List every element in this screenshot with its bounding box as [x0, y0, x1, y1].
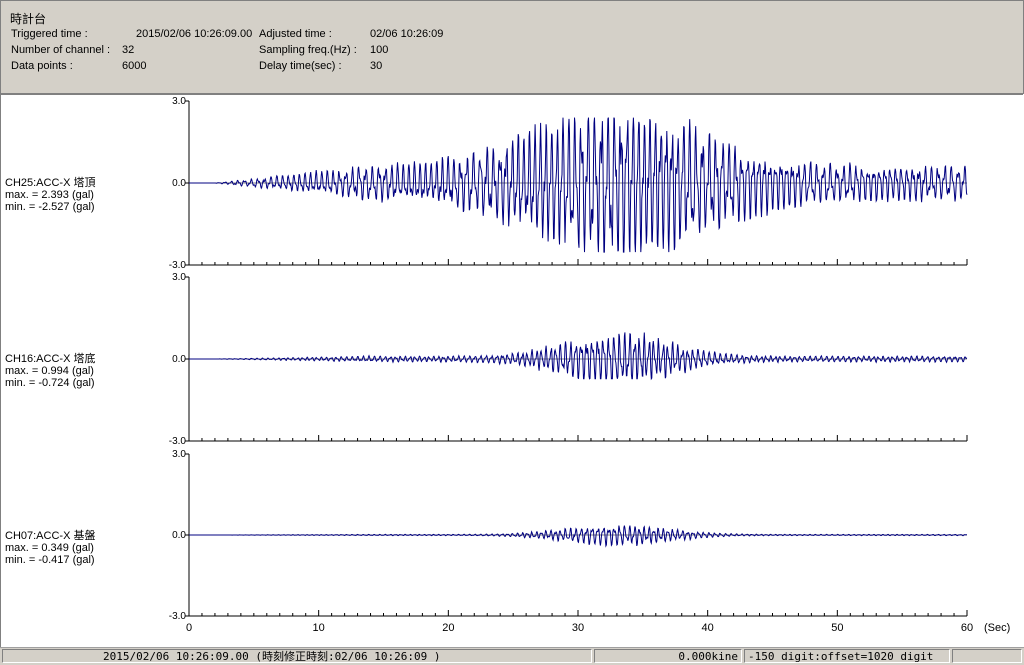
- adjusted-time-value: 02/06 10:26:09: [370, 28, 444, 40]
- y-tick-label: 3.0: [172, 96, 186, 107]
- waveform-plot-area[interactable]: CH25:ACC-X 塔頂 max. = 2.393 (gal) min. = …: [0, 94, 1023, 648]
- delay-time-value: 30: [370, 60, 383, 72]
- data-points-label: Data points :: [11, 60, 73, 72]
- waveform-line: [189, 117, 968, 253]
- y-tick-label: 3.0: [172, 272, 186, 283]
- channel-max: max. = 0.994 (gal): [5, 365, 94, 377]
- triggered-time-value: 2015/02/06 10:26:09.00: [136, 28, 253, 40]
- x-tick-label: 30: [572, 622, 584, 634]
- y-tick-label: 3.0: [172, 449, 186, 460]
- waveform-line: [189, 525, 967, 548]
- data-points-value: 6000: [122, 60, 147, 72]
- channel-min: min. = -0.724 (gal): [5, 377, 95, 389]
- y-tick-label: -3.0: [169, 260, 187, 271]
- channel-max: max. = 2.393 (gal): [5, 189, 94, 201]
- status-empty-panel: [952, 649, 1022, 663]
- station-title: 時計台: [10, 12, 47, 26]
- channel-name: CH07:ACC-X 基盤: [5, 530, 96, 542]
- status-time: 2015/02/06 10:26:09.00 (時刻修正時刻:02/06 10:…: [2, 649, 592, 663]
- y-tick-label: -3.0: [169, 611, 187, 622]
- channel-min: min. = -2.527 (gal): [5, 201, 95, 213]
- channel-min: min. = -0.417 (gal): [5, 554, 95, 566]
- sampling-freq-label: Sampling freq.(Hz) :: [259, 44, 357, 56]
- x-tick-label: 50: [831, 622, 843, 634]
- channel-label-ch25: CH25:ACC-X 塔頂 max. = 2.393 (gal) min. = …: [5, 177, 95, 213]
- delay-time-label: Delay time(sec) :: [259, 60, 342, 72]
- waveform-chart: 3.00.0-3.03.00.0-3.03.00.0-3.00 10 20 30 40 5…: [169, 96, 1011, 634]
- channel-name: CH25:ACC-X 塔頂: [5, 177, 96, 189]
- sampling-freq-value: 100: [370, 44, 389, 56]
- x-tick-label: 40: [702, 622, 714, 634]
- waveform-line: [189, 332, 968, 381]
- y-tick-label: 0.0: [172, 530, 186, 541]
- x-tick-label: 0: [186, 622, 192, 634]
- y-tick-label: 0.0: [172, 354, 186, 365]
- status-digit: -150 digit:offset=1020 digit: [744, 649, 950, 663]
- channel-count-label: Number of channel :: [11, 44, 111, 56]
- channel-max: max. = 0.349 (gal): [5, 542, 94, 554]
- x-tick-label: 60: [961, 622, 973, 634]
- channel-name: CH16:ACC-X 塔底: [5, 353, 96, 365]
- channel-label-ch16: CH16:ACC-X 塔底 max. = 0.994 (gal) min. = …: [5, 353, 95, 389]
- channel-count-value: 32: [122, 44, 135, 56]
- status-velocity: 0.000kine: [594, 649, 742, 663]
- status-bar: 2015/02/06 10:26:09.00 (時刻修正時刻:02/06 10:…: [0, 647, 1024, 665]
- triggered-time-label: Triggered time :: [11, 28, 88, 40]
- x-tick-label: 20: [442, 622, 454, 634]
- y-tick-label: 0.0: [172, 178, 186, 189]
- info-header: 時計台 Triggered time : 2015/02/06 10:26:09…: [0, 0, 1024, 94]
- y-tick-label: -3.0: [169, 436, 187, 447]
- channel-label-ch07: CH07:ACC-X 基盤 max. = 0.349 (gal) min. = …: [5, 530, 95, 566]
- adjusted-time-label: Adjusted time :: [259, 28, 332, 40]
- x-unit-label: (Sec): [984, 622, 1010, 634]
- x-tick-label: 10: [313, 622, 325, 634]
